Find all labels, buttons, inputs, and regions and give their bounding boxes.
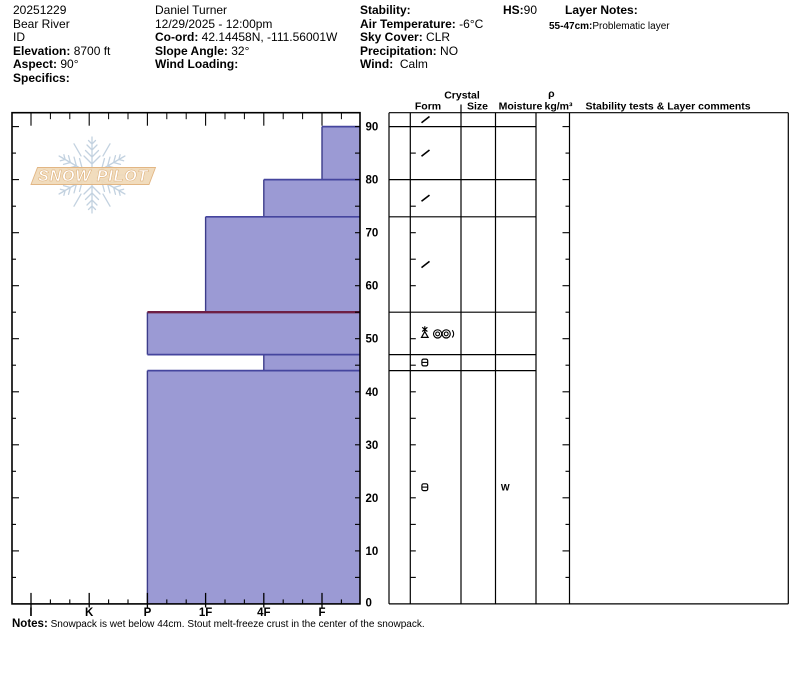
svg-text:40: 40 (366, 387, 379, 399)
svg-text:SNOW PILOT: SNOW PILOT (38, 168, 149, 185)
svg-text:4F: 4F (257, 607, 270, 619)
svg-text:10: 10 (366, 546, 379, 558)
svg-text:F: F (318, 607, 325, 619)
svg-text:ρ: ρ (548, 88, 555, 100)
svg-text:Size: Size (467, 100, 488, 112)
svg-text:70: 70 (366, 228, 379, 240)
svg-text:60: 60 (366, 281, 379, 293)
svg-text:Moisture: Moisture (499, 100, 543, 112)
svg-text:1F: 1F (199, 607, 212, 619)
svg-text:K: K (85, 607, 94, 619)
svg-text:I: I (29, 607, 32, 619)
svg-text:90: 90 (366, 122, 379, 134)
svg-text:P: P (144, 607, 152, 619)
svg-text:Crystal: Crystal (444, 90, 480, 102)
svg-text:kg/m³: kg/m³ (544, 100, 573, 112)
svg-text:W: W (501, 482, 510, 492)
svg-text:Stability tests & Layer commen: Stability tests & Layer comments (586, 100, 751, 112)
svg-text:Form: Form (415, 100, 441, 112)
svg-text:50: 50 (366, 334, 379, 346)
svg-text:20: 20 (366, 493, 379, 505)
svg-text:80: 80 (366, 175, 379, 187)
svg-text:30: 30 (366, 440, 379, 452)
svg-text:0: 0 (366, 598, 372, 610)
